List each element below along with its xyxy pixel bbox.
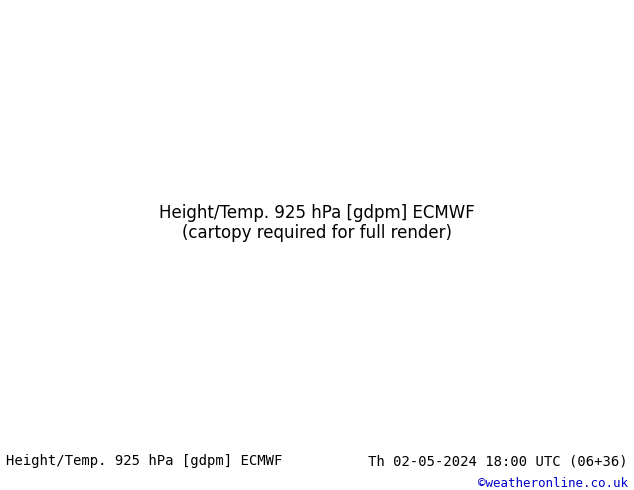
Text: Height/Temp. 925 hPa [gdpm] ECMWF
(cartopy required for full render): Height/Temp. 925 hPa [gdpm] ECMWF (carto… [159,203,475,243]
Text: ©weatheronline.co.uk: ©weatheronline.co.uk [477,477,628,490]
Text: Th 02-05-2024 18:00 UTC (06+36): Th 02-05-2024 18:00 UTC (06+36) [368,454,628,468]
Text: Height/Temp. 925 hPa [gdpm] ECMWF: Height/Temp. 925 hPa [gdpm] ECMWF [6,454,283,468]
